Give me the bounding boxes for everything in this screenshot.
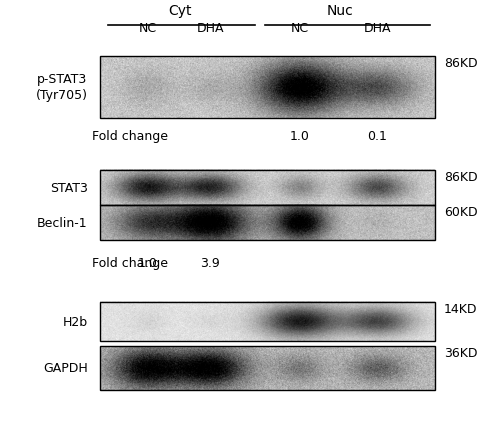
Text: Nuc: Nuc: [326, 4, 353, 18]
Text: NC: NC: [291, 22, 309, 35]
Text: GAPDH: GAPDH: [43, 361, 88, 374]
Text: 1.0: 1.0: [290, 129, 310, 142]
Text: DHA: DHA: [196, 22, 224, 35]
Text: Beclin-1: Beclin-1: [37, 217, 88, 230]
Bar: [100, 346, 435, 390]
Text: p-STAT3
(Tyr705): p-STAT3 (Tyr705): [36, 73, 88, 102]
Text: 86KD: 86KD: [444, 57, 478, 70]
Text: 1.0: 1.0: [138, 256, 158, 269]
Text: Fold change: Fold change: [92, 129, 168, 142]
Text: NC: NC: [138, 22, 156, 35]
Text: 3.9: 3.9: [200, 256, 220, 269]
Text: Fold change: Fold change: [92, 256, 168, 269]
Text: 60KD: 60KD: [444, 206, 478, 219]
Text: 14KD: 14KD: [444, 302, 478, 315]
Text: 86KD: 86KD: [444, 171, 478, 184]
Text: 36KD: 36KD: [444, 346, 478, 359]
Bar: [100, 171, 435, 206]
Text: 0.1: 0.1: [368, 129, 388, 142]
Text: H2b: H2b: [62, 315, 88, 328]
Bar: [100, 206, 435, 241]
Text: STAT3: STAT3: [50, 182, 88, 195]
Text: DHA: DHA: [364, 22, 391, 35]
Bar: [100, 302, 435, 342]
Text: Cyt: Cyt: [168, 4, 192, 18]
Bar: [100, 57, 435, 118]
